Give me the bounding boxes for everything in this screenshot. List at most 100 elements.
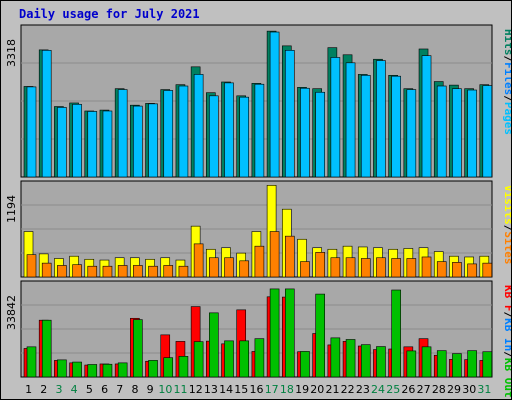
bar-files bbox=[239, 96, 250, 178]
bar-kb-out bbox=[57, 359, 67, 378]
bar-kb-out bbox=[87, 364, 98, 378]
bar-kb-out bbox=[482, 351, 493, 378]
day-label: 21 bbox=[325, 383, 339, 396]
bar-kb-out bbox=[193, 341, 204, 378]
bar-kb-out bbox=[239, 340, 250, 378]
day-label: 10 bbox=[158, 383, 172, 396]
day-label: 3 bbox=[55, 383, 62, 396]
bar-files bbox=[87, 111, 98, 178]
day-label: 12 bbox=[189, 383, 203, 396]
bar-files bbox=[163, 90, 174, 178]
bar-kb-out bbox=[421, 346, 432, 378]
bar-files bbox=[224, 82, 234, 178]
bar-sites bbox=[193, 243, 204, 278]
bar-kb-out bbox=[102, 363, 113, 378]
day-label: 24 bbox=[371, 383, 385, 396]
legend-entry: KB Out bbox=[502, 358, 511, 398]
bar-sites bbox=[421, 256, 432, 278]
bar-sites bbox=[315, 252, 325, 278]
bar-sites bbox=[163, 265, 174, 278]
bar-files bbox=[148, 103, 158, 178]
day-label: 5 bbox=[86, 383, 93, 396]
bar-files bbox=[57, 107, 67, 178]
legend-entry: / bbox=[502, 312, 511, 319]
bar-sites bbox=[72, 264, 82, 278]
bar-files bbox=[345, 62, 356, 178]
bar-files bbox=[209, 95, 219, 178]
day-label: 4 bbox=[71, 383, 78, 396]
day-label: 26 bbox=[401, 383, 415, 396]
bar-kb-out bbox=[436, 350, 447, 378]
day-label: 13 bbox=[204, 383, 218, 396]
bar-kb-out bbox=[376, 346, 386, 378]
bar-files bbox=[360, 75, 371, 178]
bar-files bbox=[436, 85, 447, 178]
bar-files bbox=[391, 75, 401, 178]
bar-files bbox=[41, 50, 52, 178]
bar-sites bbox=[178, 265, 189, 278]
bar-files bbox=[178, 85, 189, 178]
day-label: 18 bbox=[280, 383, 294, 396]
bar-kb-out bbox=[345, 339, 356, 378]
day-label: 16 bbox=[250, 383, 264, 396]
bar-sites bbox=[117, 265, 128, 278]
chart-title: Daily usage for July 2021 bbox=[19, 7, 200, 21]
bar-sites bbox=[269, 231, 280, 278]
bar-kb-out bbox=[178, 356, 189, 378]
y-max-label-kb: 33842 bbox=[5, 295, 18, 330]
day-label: 22 bbox=[341, 383, 355, 396]
legend-middle: Visits/Sites bbox=[502, 185, 511, 265]
bar-sites bbox=[436, 261, 447, 278]
legend-entry: Files bbox=[502, 62, 511, 95]
bar-sites bbox=[300, 261, 310, 278]
bar-kb-out bbox=[41, 319, 52, 378]
bar-sites bbox=[41, 262, 52, 278]
bar-sites bbox=[254, 245, 265, 278]
bar-kb-out bbox=[467, 350, 477, 378]
bar-files bbox=[300, 87, 310, 178]
bar-files bbox=[26, 86, 37, 178]
day-label: 19 bbox=[295, 383, 309, 396]
bar-sites bbox=[467, 263, 477, 278]
bar-kb-out bbox=[391, 289, 401, 378]
bar-sites bbox=[284, 235, 295, 278]
bar-kb-out bbox=[163, 357, 174, 378]
bar-sites bbox=[26, 254, 37, 278]
bar-sites bbox=[239, 260, 250, 278]
bar-sites bbox=[391, 258, 401, 278]
bar-sites bbox=[360, 258, 371, 278]
day-label: 23 bbox=[356, 383, 370, 396]
bar-files bbox=[117, 89, 128, 178]
bar-kb-out bbox=[330, 337, 341, 378]
bar-kb-out bbox=[148, 360, 158, 378]
day-label: 17 bbox=[265, 383, 279, 396]
legend-entry: Visits bbox=[502, 185, 511, 225]
bar-files bbox=[467, 89, 477, 178]
day-label: 15 bbox=[234, 383, 248, 396]
bar-files bbox=[269, 31, 280, 178]
day-label: 11 bbox=[174, 383, 188, 396]
bar-sites bbox=[87, 265, 98, 278]
bar-kb-out bbox=[72, 361, 82, 378]
bar-sites bbox=[376, 257, 386, 278]
day-label: 25 bbox=[386, 383, 400, 396]
bar-kb-out bbox=[26, 346, 37, 378]
legend-entry: / bbox=[502, 95, 511, 102]
bar-files bbox=[482, 85, 493, 178]
bar-sites bbox=[148, 265, 158, 278]
legend-entry: KB In bbox=[502, 318, 511, 351]
bar-kb-out bbox=[284, 288, 295, 378]
day-label: 6 bbox=[101, 383, 108, 396]
day-label: 7 bbox=[116, 383, 123, 396]
bar-files bbox=[330, 57, 341, 178]
bar-kb-out bbox=[269, 288, 280, 378]
bar-files bbox=[421, 55, 432, 178]
bar-files bbox=[102, 110, 113, 178]
bar-kb-out bbox=[209, 312, 219, 378]
bar-kb-out bbox=[133, 319, 143, 378]
bar-sites bbox=[209, 257, 219, 278]
legend-entry: Pages bbox=[502, 102, 511, 135]
bar-files bbox=[133, 105, 143, 178]
bar-sites bbox=[57, 265, 67, 278]
bar-files bbox=[315, 91, 325, 178]
